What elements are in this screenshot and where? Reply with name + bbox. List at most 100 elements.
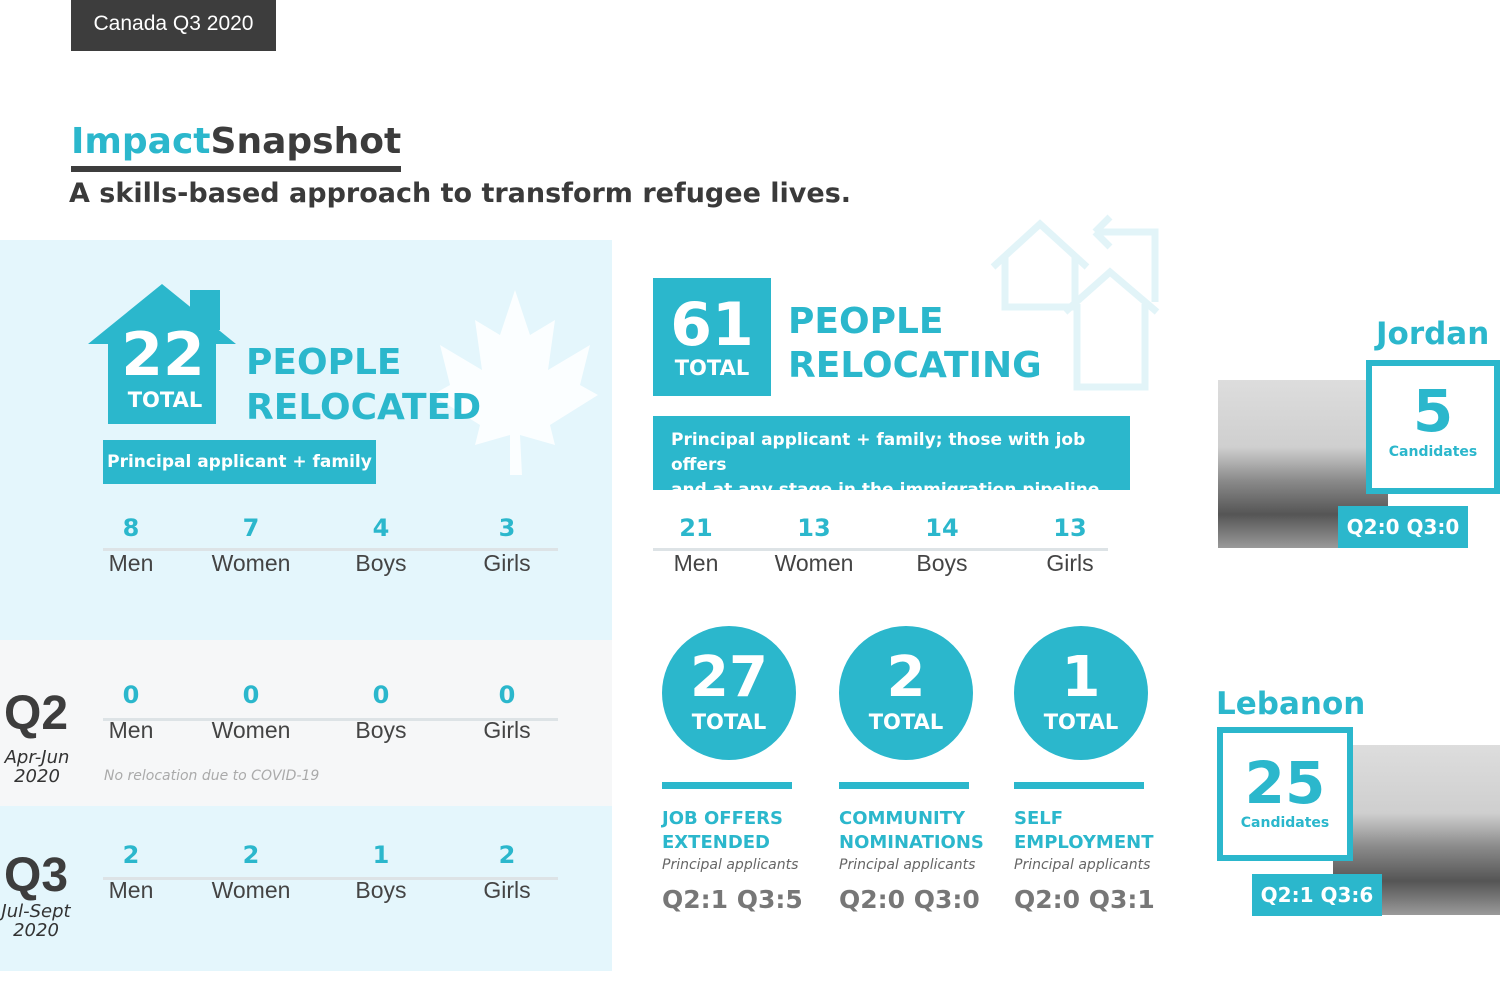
candidates-count: 25 (1244, 749, 1326, 817)
pathway-title: SELF (1014, 808, 1064, 829)
house-icon (88, 284, 236, 424)
pathway-title: COMMUNITY (839, 808, 966, 829)
stat-label: Boys (355, 877, 407, 903)
relocating-chip: Principal applicant + family; those with… (653, 416, 1130, 500)
country-name-lebanon: Lebanon (1216, 686, 1366, 722)
total-circle: 27 TOTAL (662, 626, 796, 760)
stat-value: 0 (242, 681, 260, 709)
stat-value: 0 (498, 681, 516, 709)
stat-label: Girls (483, 550, 531, 576)
stat-label: Boys (355, 550, 407, 576)
subtitle: A skills-based approach to transform ref… (69, 178, 852, 209)
q2-year: 2020 (14, 766, 60, 787)
divider (103, 718, 558, 721)
stat-value: 0 (372, 681, 390, 709)
candidates-label: Candidates (1240, 815, 1330, 831)
stat-label: Girls (1046, 550, 1094, 576)
candidates-count: 5 (1412, 377, 1454, 445)
stat-value: 7 (242, 514, 260, 542)
pathway-community-nominations: 2 TOTAL COMMUNITY NOMINATIONS Principal a… (839, 626, 984, 914)
stat-value: 4 (372, 514, 390, 542)
pathway-total-label: TOTAL (691, 710, 767, 734)
stat-value: 14 (925, 514, 959, 542)
stat-label: Women (211, 717, 291, 743)
stat-label: Men (108, 877, 154, 903)
relocating-number: 61 (670, 290, 754, 360)
q3-panel (0, 806, 612, 971)
relocating-total-label: TOTAL (674, 356, 750, 380)
q3-year: 2020 (13, 920, 59, 941)
pathway-quarters: Q2:1 Q3:5 (662, 885, 803, 914)
q2-period: Apr-Jun 2020 (0, 748, 74, 786)
chip-line: Principal applicant + family; those with… (671, 430, 1086, 475)
title-snapshot: Snapshot (210, 121, 402, 162)
relocated-total-label: TOTAL (127, 388, 203, 412)
stat-value: 8 (122, 514, 140, 542)
accent-bar (662, 782, 792, 789)
q3-label: Q3 (4, 849, 69, 902)
stat-value: 1 (372, 841, 390, 869)
accent-bar (839, 782, 969, 789)
relocated-heading-2: RELOCATED (246, 387, 482, 428)
pathway-value: 2 (886, 645, 926, 710)
pathway-title: EMPLOYMENT (1014, 832, 1154, 853)
pathway-title: JOB OFFERS (662, 808, 783, 829)
q2-panel (0, 640, 612, 806)
total-circle: 1 TOTAL (1014, 626, 1148, 760)
pathway-quarters: Q2:0 Q3:1 (1014, 885, 1155, 914)
stat-label: Girls (483, 877, 531, 903)
pathway-title: EXTENDED (662, 832, 770, 853)
divider (653, 548, 1108, 551)
stat-value: 2 (122, 841, 140, 869)
stat-label: Men (108, 717, 154, 743)
pathway-subtitle: Principal applicants (839, 857, 976, 873)
maple-leaf-icon (432, 290, 598, 475)
q2-note: No relocation due to COVID-19 (104, 768, 320, 784)
relocated-heading-1: PEOPLE (246, 342, 402, 383)
stat-label: Boys (916, 550, 968, 576)
stat-value: 0 (122, 681, 140, 709)
relocated-chip: Principal applicant + family (103, 440, 376, 484)
title-impact: Impact (71, 121, 211, 162)
q3-stats: 2 Men 2 Women 1 Boys 2 Girls (70, 841, 562, 904)
q3-months: Jul-Sept (1, 901, 71, 922)
divider (103, 548, 558, 551)
lebanon-candidates-box: 25 Candidates (1217, 727, 1353, 861)
lebanon-quarters: Q2:1 Q3:6 (1252, 874, 1382, 916)
relocating-heading-1: PEOPLE (788, 301, 944, 342)
stat-label: Women (211, 550, 291, 576)
stat-value: 2 (242, 841, 260, 869)
q3-period: Jul-Sept 2020 (0, 902, 72, 940)
pathway-title: NOMINATIONS (839, 832, 984, 853)
page-title: ImpactSnapshot (71, 120, 402, 172)
pathway-subtitle: Principal applicants (662, 857, 799, 873)
stat-value: 3 (498, 514, 516, 542)
stat-value: 13 (797, 514, 831, 542)
jordan-candidates-box: 5 Candidates (1366, 360, 1500, 494)
q2-label: Q2 (4, 687, 69, 740)
relocated-number: 22 (121, 320, 205, 390)
pathway-value: 27 (690, 645, 768, 710)
stat-label: Girls (483, 717, 531, 743)
stat-value: 13 (1053, 514, 1087, 542)
stat-label: Men (108, 550, 154, 576)
total-circle: 2 TOTAL (839, 626, 973, 760)
relocated-stats: 8 Men 7 Women 4 Boys 3 Girls (70, 514, 562, 577)
country-name-jordan: Jordan (1376, 316, 1490, 352)
stat-label: Men (673, 550, 719, 576)
pathway-value: 1 (1061, 645, 1101, 710)
pathway-total-label: TOTAL (1043, 710, 1119, 734)
chip-line: and at any stage in the immigration pipe… (671, 480, 1100, 500)
divider (103, 877, 558, 880)
accent-bar (1014, 782, 1144, 789)
pathway-total-label: TOTAL (868, 710, 944, 734)
candidates-label: Candidates (1388, 444, 1478, 460)
relocating-stats: 21 Men 13 Women 14 Boys 13 Girls (636, 514, 1128, 577)
pathway-quarters: Q2:0 Q3:0 (839, 885, 980, 914)
report-tag: Canada Q3 2020 (71, 0, 276, 51)
houses-relocation-icon (990, 214, 1160, 391)
pathway-job-offers: 27 TOTAL JOB OFFERS EXTENDED Principal ap… (662, 626, 803, 914)
stat-label: Women (774, 550, 854, 576)
relocating-heading-2: RELOCATING (788, 345, 1042, 386)
q2-months: Apr-Jun (4, 747, 70, 768)
